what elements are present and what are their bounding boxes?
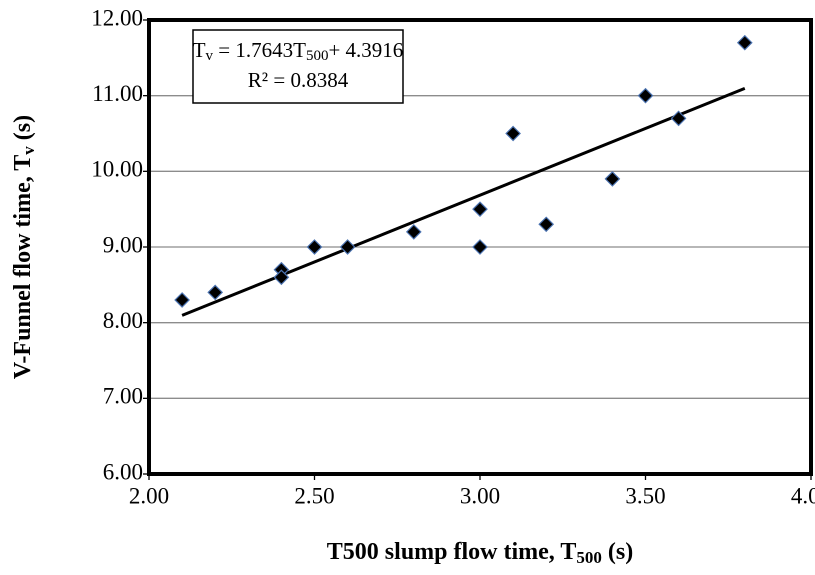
x-axis-title: T500 slump flow time, T500 (s)	[327, 539, 633, 567]
point	[670, 110, 687, 127]
eq-lhs-sub: v	[206, 48, 214, 64]
point	[174, 292, 190, 308]
eq-rhs: = 1.7643T	[213, 38, 306, 62]
x-tick-label: 3.50	[625, 483, 665, 508]
eq-lhs: T	[193, 38, 206, 62]
y-title-unit: (s)	[10, 115, 36, 146]
point	[604, 171, 621, 187]
point	[339, 239, 356, 255]
y-tick-label: 9.00	[103, 232, 143, 257]
y-tick-label: 10.00	[91, 157, 143, 182]
point	[472, 201, 488, 218]
equation: Tv = 1.7643T500+ 4.3916	[193, 38, 404, 65]
y-tick-label: 7.00	[103, 384, 143, 409]
y-axis-title: V-Funnel flow time, Tv (s)	[10, 115, 38, 379]
eq-tail: + 4.3916	[328, 38, 403, 62]
y-tick-label: 11.00	[92, 81, 143, 106]
y-tick-label: 12.00	[91, 5, 143, 30]
point	[736, 34, 753, 51]
point	[207, 284, 224, 301]
point	[273, 269, 290, 286]
x-tick-label: 2.00	[129, 483, 169, 508]
x-title-sub: 500	[576, 548, 602, 567]
x-title-text: T500 slump flow time, T	[327, 539, 577, 565]
x-tick-label: 4.00	[791, 483, 815, 508]
x-title-unit: (s)	[602, 539, 633, 565]
point	[405, 224, 422, 240]
equation-box	[192, 29, 404, 104]
y-tick-label: 8.00	[103, 308, 143, 333]
x-tick-label: 2.50	[294, 483, 334, 508]
x-tick-label: 3.00	[460, 483, 500, 508]
y-tick-label: 6.00	[103, 459, 143, 484]
point	[505, 125, 521, 142]
y-title-sub: v	[19, 146, 38, 155]
y-title-text: V-Funnel flow time, T	[10, 155, 36, 379]
r-squared: R² = 0.8384	[248, 68, 349, 92]
point	[472, 239, 488, 255]
point	[538, 216, 555, 233]
point	[306, 239, 323, 255]
eq-rhs-sub: 500	[306, 48, 329, 64]
point	[637, 87, 654, 104]
